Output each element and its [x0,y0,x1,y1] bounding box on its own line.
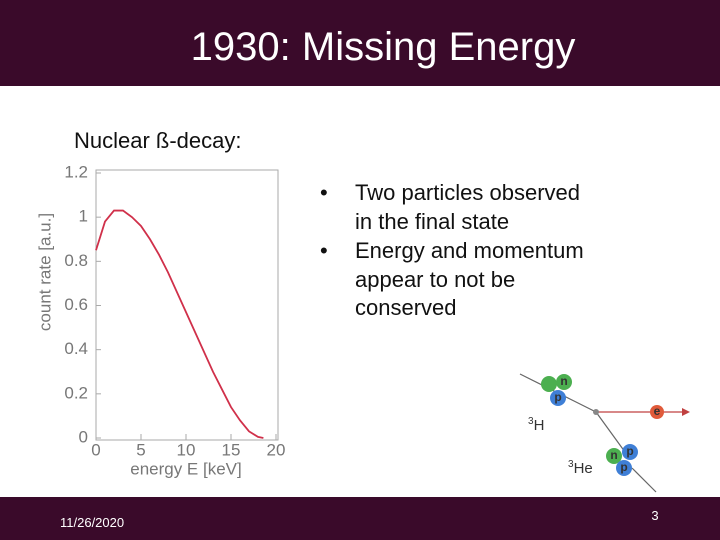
arrow-head [682,408,690,416]
nucleon [616,460,632,476]
nucleon-label: n [610,448,617,462]
x-tick-label: 5 [136,440,145,459]
y-tick-label: 1.2 [64,162,88,181]
bullet-line: conserved [355,295,457,320]
bullet-line: Two particles observed [355,180,580,205]
mass-number: 3 [528,416,534,427]
y-tick-label: 0.2 [64,383,88,402]
nucleus-label: 3H [528,416,544,434]
y-tick-label: 0.8 [64,251,88,270]
y-tick-label: 0 [79,427,88,446]
y-tick-label: 0.6 [64,295,88,314]
bullet-marker: • [320,238,328,263]
subtitle: Nuclear ß-decay: [74,128,242,153]
x-tick-label: 20 [267,440,286,459]
nucleon-label: p [626,444,633,458]
x-tick-label: 0 [91,440,100,459]
x-tick-label: 15 [222,440,241,459]
track [595,411,626,453]
track [631,467,657,493]
y-tick-label: 1 [79,207,88,226]
decay-diagram: n p n p p e 3H 3He [519,373,690,493]
bullet-marker: • [320,180,328,205]
bullet-line: Energy and momentum [355,238,584,263]
nucleus-label: 3He [568,459,593,477]
nucleon [622,444,638,460]
x-tick-label: 10 [177,440,196,459]
symbol: He [574,460,593,477]
symbol: H [534,417,545,434]
slide-title: 1930: Missing Energy [191,25,576,69]
chart: energy E [keV] count rate [a.u.] 0 0.2 0.4… [35,162,285,478]
footer-bar [0,497,720,540]
nucleon [541,376,557,392]
nucleon [606,448,622,464]
electron-label: e [654,404,661,418]
nucleon-label: p [554,390,561,404]
x-axis-label: energy E [keV] [130,459,242,478]
nucleon [556,374,572,390]
bullet-line: appear to not be [355,267,515,292]
y-axis-label: count rate [a.u.] [35,213,54,331]
electron [650,405,664,419]
nucleon-label: n [560,374,567,388]
nucleon [550,390,566,406]
vertex [593,409,599,415]
footer-date: 11/26/2020 [60,515,124,530]
title-bar [0,0,720,86]
bullet-line: in the final state [355,209,509,234]
spectrum-line [95,209,264,439]
y-tick-label: 0.4 [64,339,88,358]
page-number: 3 [651,508,658,523]
nucleon-label: p [620,460,627,474]
mass-number: 3 [568,459,574,470]
